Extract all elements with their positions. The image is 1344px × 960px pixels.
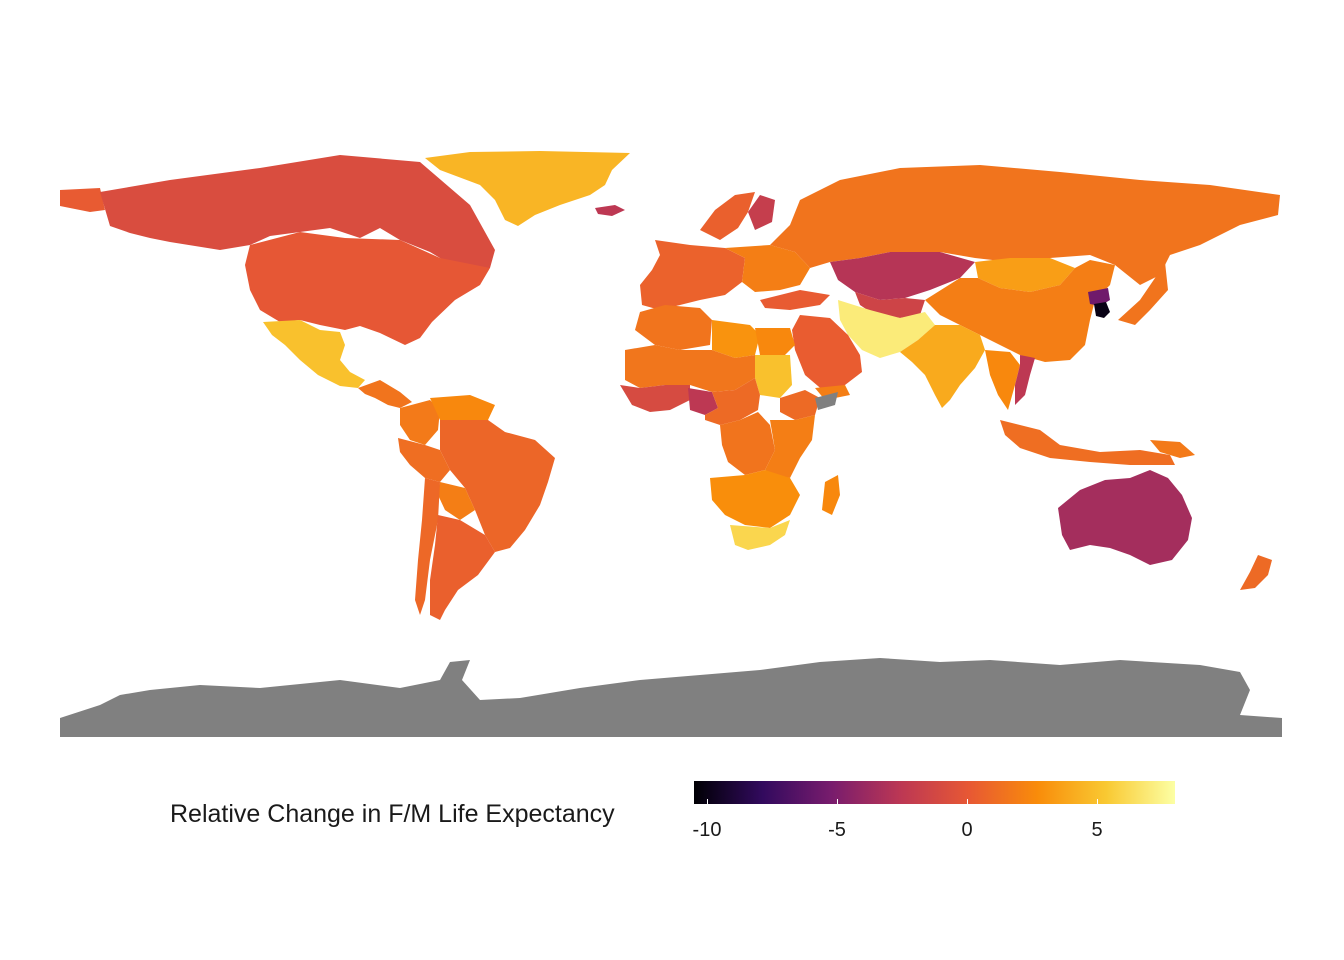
legend-title: Relative Change in F/M Life Expectancy bbox=[170, 800, 615, 828]
legend-tick-label: -5 bbox=[828, 819, 846, 841]
region-venezuela bbox=[430, 395, 495, 425]
region-australia bbox=[1058, 470, 1192, 565]
legend-tick-mark bbox=[836, 799, 838, 804]
region-peru bbox=[398, 438, 450, 482]
region-western-europe bbox=[640, 240, 745, 310]
region-mongolia bbox=[975, 258, 1075, 292]
region-chile bbox=[415, 478, 440, 615]
region-sahel bbox=[625, 345, 755, 392]
region-brazil bbox=[440, 420, 555, 552]
region-east-africa bbox=[765, 415, 815, 478]
region-ethiopia bbox=[780, 390, 820, 420]
region-eastern-europe bbox=[725, 245, 810, 292]
region-iran-afghanistan-pakistan bbox=[838, 300, 935, 358]
legend-tick-mark bbox=[966, 799, 968, 804]
region-nigeria bbox=[688, 388, 718, 415]
legend-tick-mark bbox=[706, 799, 708, 804]
region-drc bbox=[720, 412, 775, 475]
region-russia bbox=[770, 165, 1280, 285]
region-kazakhstan bbox=[830, 252, 975, 300]
region-central-america bbox=[358, 380, 412, 408]
region-argentina bbox=[430, 515, 495, 620]
region-colombia bbox=[400, 400, 440, 445]
region-libya bbox=[712, 320, 760, 358]
legend-tick-label: -10 bbox=[692, 819, 722, 841]
region-papua-new-guinea bbox=[1150, 440, 1195, 458]
region-north-africa bbox=[635, 305, 712, 350]
region-madagascar bbox=[822, 475, 840, 515]
region-arabia bbox=[792, 315, 862, 392]
region-central-africa bbox=[705, 378, 760, 425]
legend-tick-mark bbox=[1096, 799, 1098, 804]
region-north-korea bbox=[1088, 288, 1110, 306]
region-mexico bbox=[263, 320, 365, 388]
legend-tick-label: 5 bbox=[1091, 819, 1103, 841]
region-alaska bbox=[60, 188, 105, 212]
region-iceland bbox=[595, 205, 625, 216]
region-china bbox=[925, 260, 1115, 362]
region-bolivia bbox=[438, 482, 475, 520]
region-canada bbox=[100, 155, 495, 270]
region-greenland bbox=[425, 151, 630, 226]
region-southeast-asia bbox=[985, 350, 1020, 410]
region-finland bbox=[748, 195, 775, 230]
region-west-africa bbox=[620, 385, 690, 412]
region-new-zealand bbox=[1240, 555, 1272, 590]
region-turkey bbox=[760, 290, 830, 310]
region-vietnam bbox=[1015, 355, 1035, 405]
region-sudan bbox=[755, 355, 792, 398]
region-usa bbox=[245, 232, 490, 345]
region-somalia bbox=[815, 392, 838, 410]
region-japan bbox=[1118, 262, 1168, 325]
region-southern-africa bbox=[710, 470, 800, 528]
legend-tick-label: 0 bbox=[961, 819, 973, 841]
region-antarctica bbox=[60, 658, 1282, 737]
region-south-africa bbox=[730, 520, 790, 550]
region-south-korea bbox=[1094, 302, 1110, 318]
region-egypt bbox=[755, 328, 795, 355]
region-scandinavia bbox=[700, 192, 755, 240]
legend-colorbar bbox=[694, 781, 1175, 804]
region-india bbox=[900, 325, 985, 408]
region-indonesia bbox=[1000, 420, 1175, 465]
